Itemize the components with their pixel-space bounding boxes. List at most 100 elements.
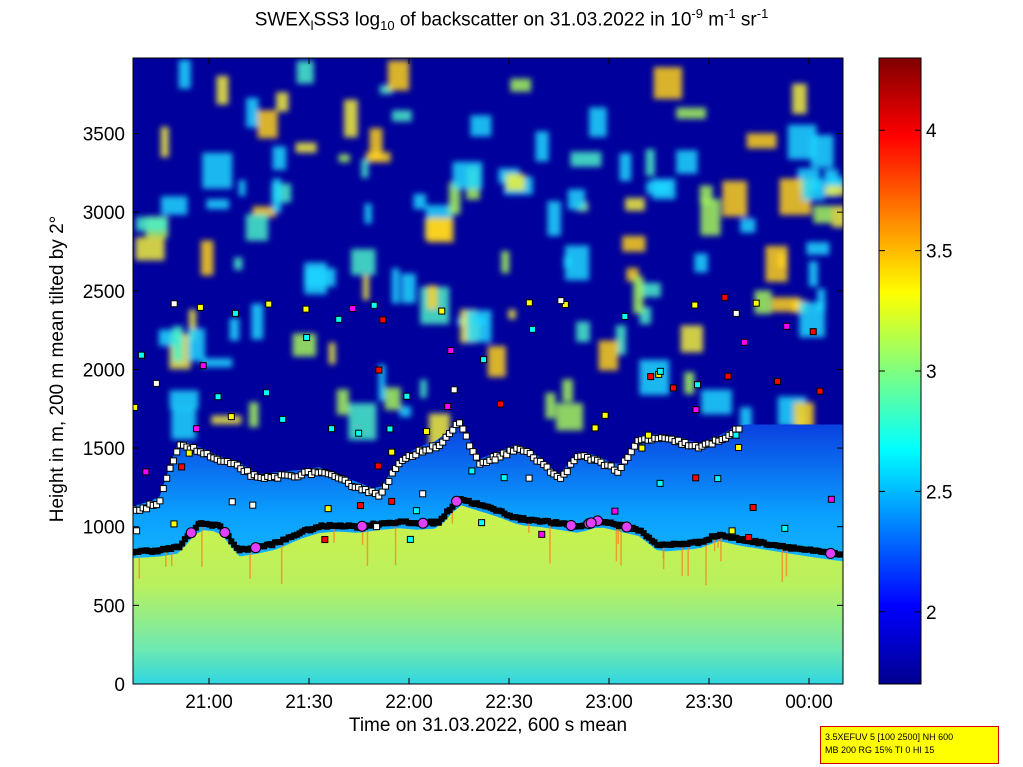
backscatter-streak xyxy=(528,519,530,533)
plot-frame xyxy=(132,57,844,685)
y-tick-label: 2000 xyxy=(83,360,125,381)
aerosol-patch xyxy=(576,321,590,342)
layer-marker xyxy=(693,381,701,389)
colorbar-tick-label: 3.5 xyxy=(926,242,952,263)
layer-marker xyxy=(783,322,791,330)
x-tick-label: 22:30 xyxy=(485,692,533,713)
cloud-layer-marker xyxy=(159,485,167,493)
x-tick-label: 21:30 xyxy=(285,692,333,713)
layer-marker xyxy=(279,415,287,423)
layer-marker xyxy=(328,425,336,433)
layer-marker xyxy=(721,293,729,301)
aerosol-patch xyxy=(699,185,713,204)
aerosol-patch xyxy=(740,218,756,233)
mixing-layer-marker xyxy=(231,541,238,548)
aerosol-patch xyxy=(625,197,645,211)
aerosol-patch xyxy=(369,128,383,161)
aerosol-patch xyxy=(622,235,646,252)
layer-marker xyxy=(303,334,311,342)
mixing-layer-marker xyxy=(192,524,199,531)
aerosol-patch xyxy=(387,60,410,91)
backscatter-streak xyxy=(394,522,397,566)
layer-marker xyxy=(422,428,430,436)
layer-marker xyxy=(500,474,508,482)
aerosol-patch xyxy=(188,309,197,342)
layer-marker xyxy=(185,449,193,457)
cloud-layer-marker xyxy=(456,419,464,427)
aerosol-patch xyxy=(272,146,287,170)
cloud-layer-marker xyxy=(169,457,177,465)
layer-marker xyxy=(406,535,414,543)
layer-marker xyxy=(557,297,565,305)
aerosol-patch xyxy=(348,403,377,440)
colorbar-tick-label: 2.5 xyxy=(926,482,952,503)
layer-marker xyxy=(444,402,452,410)
layer-marker xyxy=(638,444,646,452)
colorbar xyxy=(879,58,921,684)
colorbar-axis: 2 2.5 3 3.5 4 xyxy=(879,121,952,624)
aerosol-patch xyxy=(188,328,205,362)
layer-marker xyxy=(656,479,664,487)
layer-marker xyxy=(809,328,817,336)
backscatter-streak xyxy=(165,549,167,567)
aerosol-patch xyxy=(701,389,732,415)
layer-marker xyxy=(227,413,235,421)
aerosol-patch xyxy=(246,97,259,128)
layer-marker xyxy=(170,300,178,308)
colorbar-tick-label: 4 xyxy=(926,121,937,142)
layer-marker xyxy=(349,305,357,313)
layer-marker xyxy=(412,507,420,515)
backscatter-streak xyxy=(681,543,683,577)
aerosol-patch xyxy=(160,126,169,158)
layer-marker xyxy=(196,303,204,311)
aerosol-patch xyxy=(401,273,416,304)
precipitation-marker xyxy=(356,520,368,532)
aerosol-patch xyxy=(598,340,619,371)
aerosol-patch xyxy=(169,390,199,410)
layer-marker xyxy=(379,316,387,324)
cloud-layer-marker xyxy=(617,464,625,472)
aerosol-patch xyxy=(535,131,549,162)
processing-info-box: 3.5XEFUV 5 [100 2500] NH 600 MB 200 RG 1… xyxy=(820,726,999,764)
layer-marker xyxy=(724,372,732,380)
layer-marker xyxy=(480,356,488,364)
mixing-layer-marker xyxy=(840,551,843,558)
layer-marker xyxy=(356,502,364,510)
aerosol-patch xyxy=(200,240,214,276)
cloud-layer-marker xyxy=(462,432,470,440)
aerosol-patch xyxy=(296,60,314,84)
layer-marker xyxy=(478,519,486,527)
aerosol-patch xyxy=(754,290,772,315)
layer-marker xyxy=(302,305,310,313)
y-tick-label: 3500 xyxy=(83,124,125,145)
aerosol-patch xyxy=(161,196,188,215)
aerosol-patch xyxy=(365,152,391,163)
layer-marker xyxy=(137,351,145,359)
layer-marker xyxy=(611,507,619,515)
mixing-layer-marker xyxy=(446,507,453,514)
aerosol-patch xyxy=(171,407,197,440)
layer-marker xyxy=(231,309,239,317)
aerosol-patch xyxy=(426,217,454,243)
layer-marker xyxy=(692,406,700,414)
aerosol-patch xyxy=(722,180,748,217)
layer-marker xyxy=(735,444,743,452)
layer-marker xyxy=(745,534,753,542)
chart-title: SWEXlSS3 log10 of backscatter on 31.03.2… xyxy=(254,6,769,34)
precipitation-marker xyxy=(451,495,463,507)
aerosol-patch xyxy=(272,178,282,213)
mixing-layer-marker xyxy=(217,523,224,530)
mixing-layer-marker xyxy=(646,534,653,541)
mixing-layer-marker xyxy=(179,540,186,547)
backscatter-streak xyxy=(617,524,619,545)
backscatter-streak xyxy=(333,525,335,543)
layer-marker xyxy=(468,467,476,475)
layer-marker xyxy=(728,527,736,535)
aerosol-patch xyxy=(233,257,243,270)
precipitation-marker xyxy=(417,517,429,529)
backscatter-streak xyxy=(717,535,719,548)
aerosol-patch xyxy=(304,268,336,287)
x-tick-label: 00:00 xyxy=(785,692,833,713)
x-tick-label: 22:00 xyxy=(385,692,433,713)
